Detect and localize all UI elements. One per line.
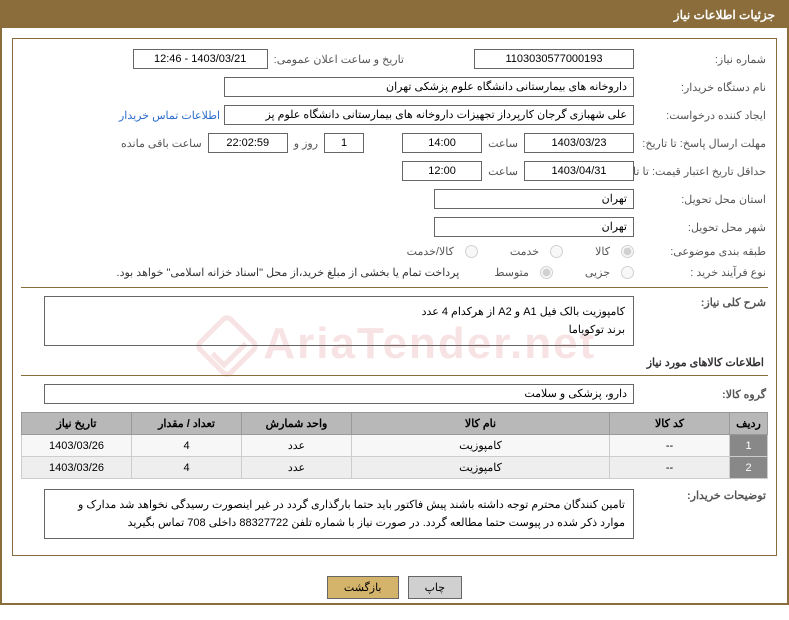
- buyer-org-field: داروخانه های بیمارستانی دانشگاه علوم پزش…: [224, 77, 634, 97]
- row-process: نوع فرآیند خرید : جزیی متوسط پرداخت تمام…: [21, 266, 768, 279]
- row-buyer-org: نام دستگاه خریدار: داروخانه های بیمارستا…: [21, 77, 768, 97]
- table-cell: عدد: [242, 457, 352, 479]
- panel-header: جزئیات اطلاعات نیاز: [2, 2, 787, 28]
- divider-2: [21, 375, 768, 376]
- radio-medium-label: متوسط: [492, 266, 531, 279]
- radio-goods[interactable]: [621, 245, 634, 258]
- deadline-label: مهلت ارسال پاسخ: تا تاریخ:: [638, 137, 768, 150]
- province-field: تهران: [434, 189, 634, 209]
- deadline-date-field: 1403/03/23: [524, 133, 634, 153]
- deadline-time-field: 14:00: [402, 133, 482, 153]
- radio-small-label: جزیی: [583, 266, 612, 279]
- buyer-notes-box: تامین کنندگان محترم توجه داشته باشند پیش…: [44, 489, 634, 539]
- radio-service-label: خدمت: [508, 245, 541, 258]
- row-category: طبقه بندی موضوعی: کالا خدمت کالا/خدمت: [21, 245, 768, 258]
- th-qty: تعداد / مقدار: [132, 413, 242, 435]
- buyer-org-label: نام دستگاه خریدار:: [638, 81, 768, 94]
- radio-goods-label: کالا: [593, 245, 612, 258]
- table-cell: 1403/03/26: [22, 435, 132, 457]
- th-row: ردیف: [730, 413, 768, 435]
- requester-field: علی شهبازی گرجان کارپرداز تجهیزات داروخا…: [224, 105, 634, 125]
- goods-section-title: اطلاعات کالاهای مورد نیاز: [25, 356, 764, 369]
- announce-field: 1403/03/21 - 12:46: [133, 49, 268, 69]
- row-deadline: مهلت ارسال پاسخ: تا تاریخ: 1403/03/23 سا…: [21, 133, 768, 153]
- process-label: نوع فرآیند خرید :: [638, 266, 768, 279]
- th-code: کد کالا: [610, 413, 730, 435]
- table-cell: 1: [730, 435, 768, 457]
- radio-both-label: کالا/خدمت: [405, 245, 456, 258]
- radio-both[interactable]: [465, 245, 478, 258]
- radio-medium[interactable]: [540, 266, 553, 279]
- remain-label: ساعت باقی مانده: [119, 137, 204, 150]
- table-cell: کامپوزیت: [352, 435, 610, 457]
- buyer-notes-label: توضیحات خریدار:: [638, 489, 768, 502]
- table-cell: عدد: [242, 435, 352, 457]
- province-label: استان محل تحویل:: [638, 193, 768, 206]
- window-frame: جزئیات اطلاعات نیاز AriaTender.net شماره…: [0, 0, 789, 605]
- overview-line-1: کامپوزیت بالک فیل A1 و A2 از هرکدام 4 عد…: [53, 303, 625, 321]
- button-row: چاپ بازگشت: [2, 566, 787, 603]
- table-header-row: ردیف کد کالا نام کالا واحد شمارش تعداد /…: [22, 413, 768, 435]
- requester-label: ایجاد کننده درخواست:: [638, 109, 768, 122]
- countdown-field: 22:02:59: [208, 133, 288, 153]
- main-panel: AriaTender.net شماره نیاز: 1103030577000…: [12, 38, 777, 556]
- buyer-contact-link[interactable]: اطلاعات تماس خریدار: [119, 109, 220, 122]
- row-requester: ایجاد کننده درخواست: علی شهبازی گرجان کا…: [21, 105, 768, 125]
- days-field: 1: [324, 133, 364, 153]
- group-label: گروه کالا:: [638, 388, 768, 401]
- table-cell: کامپوزیت: [352, 457, 610, 479]
- th-name: نام کالا: [352, 413, 610, 435]
- overview-line-2: برند توکویاما: [53, 321, 625, 339]
- days-and-label: روز و: [292, 137, 320, 150]
- radio-small[interactable]: [621, 266, 634, 279]
- group-field: دارو، پزشکی و سلامت: [44, 384, 634, 404]
- announce-label: تاریخ و ساعت اعلان عمومی:: [272, 53, 406, 66]
- process-note: پرداخت تمام یا بخشی از مبلغ خرید،از محل …: [117, 266, 465, 279]
- city-label: شهر محل تحویل:: [638, 221, 768, 234]
- validity-time-field: 12:00: [402, 161, 482, 181]
- row-city: شهر محل تحویل: تهران: [21, 217, 768, 237]
- th-unit: واحد شمارش: [242, 413, 352, 435]
- hour-label-1: ساعت: [486, 137, 520, 150]
- table-row: 1--کامپوزیتعدد41403/03/26: [22, 435, 768, 457]
- table-row: 2--کامپوزیتعدد41403/03/26: [22, 457, 768, 479]
- overview-box: کامپوزیت بالک فیل A1 و A2 از هرکدام 4 عد…: [44, 296, 634, 346]
- city-field: تهران: [434, 217, 634, 237]
- need-no-field: 1103030577000193: [474, 49, 634, 69]
- radio-service[interactable]: [550, 245, 563, 258]
- validity-label: حداقل تاریخ اعتبار قیمت: تا تاریخ:: [638, 165, 768, 178]
- print-button[interactable]: چاپ: [408, 576, 463, 599]
- row-province: استان محل تحویل: تهران: [21, 189, 768, 209]
- table-cell: --: [610, 435, 730, 457]
- table-cell: 2: [730, 457, 768, 479]
- hour-label-2: ساعت: [486, 165, 520, 178]
- need-no-label: شماره نیاز:: [638, 53, 768, 66]
- back-button[interactable]: بازگشت: [327, 576, 399, 599]
- table-cell: 4: [132, 435, 242, 457]
- row-overview: شرح کلی نیاز: کامپوزیت بالک فیل A1 و A2 …: [21, 296, 768, 346]
- table-cell: 4: [132, 457, 242, 479]
- th-date: تاریخ نیاز: [22, 413, 132, 435]
- row-validity: حداقل تاریخ اعتبار قیمت: تا تاریخ: 1403/…: [21, 161, 768, 181]
- row-group: گروه کالا: دارو، پزشکی و سلامت: [21, 384, 768, 404]
- validity-date-field: 1403/04/31: [524, 161, 634, 181]
- panel-title: جزئیات اطلاعات نیاز: [674, 8, 775, 22]
- table-cell: 1403/03/26: [22, 457, 132, 479]
- row-buyer-notes: توضیحات خریدار: تامین کنندگان محترم توجه…: [21, 489, 768, 539]
- row-need-no: شماره نیاز: 1103030577000193 تاریخ و ساع…: [21, 49, 768, 69]
- overview-label: شرح کلی نیاز:: [638, 296, 768, 309]
- divider-1: [21, 287, 768, 288]
- table-cell: --: [610, 457, 730, 479]
- category-label: طبقه بندی موضوعی:: [638, 245, 768, 258]
- goods-table: ردیف کد کالا نام کالا واحد شمارش تعداد /…: [21, 412, 768, 479]
